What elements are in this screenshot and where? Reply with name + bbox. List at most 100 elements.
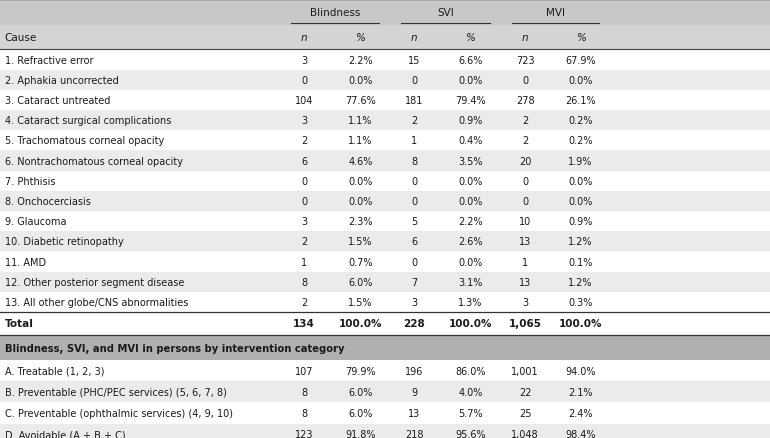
Text: 1. Refractive error: 1. Refractive error [5, 56, 93, 65]
Text: 0.0%: 0.0% [458, 177, 483, 186]
Text: 0.9%: 0.9% [458, 116, 483, 126]
Text: 13: 13 [408, 408, 420, 418]
Text: 0.4%: 0.4% [458, 136, 483, 146]
Text: 0: 0 [301, 76, 307, 85]
Bar [0, 424, 770, 438]
Text: 123: 123 [295, 429, 313, 438]
Text: 0: 0 [522, 76, 528, 85]
Text: %: % [466, 33, 475, 43]
Text: 3: 3 [301, 116, 307, 126]
Text: 107: 107 [295, 366, 313, 376]
Text: 20: 20 [519, 156, 531, 166]
Text: 0: 0 [411, 197, 417, 206]
Bar [0, 111, 770, 131]
Text: 1.9%: 1.9% [568, 156, 593, 166]
Text: 3.5%: 3.5% [458, 156, 483, 166]
Text: n: n [411, 33, 417, 43]
Text: 2. Aphakia uncorrected: 2. Aphakia uncorrected [5, 76, 119, 85]
Text: SVI: SVI [437, 8, 454, 18]
Text: 2: 2 [301, 136, 307, 146]
Text: B. Preventable (PHC/PEC services) (5, 6, 7, 8): B. Preventable (PHC/PEC services) (5, 6,… [5, 387, 226, 397]
Text: 6: 6 [411, 237, 417, 247]
Text: 218: 218 [405, 429, 424, 438]
Text: 0.0%: 0.0% [348, 197, 373, 206]
Text: 13: 13 [519, 277, 531, 287]
Text: 8: 8 [301, 277, 307, 287]
Text: 0.7%: 0.7% [348, 257, 373, 267]
Text: 3: 3 [411, 297, 417, 307]
Text: 1.1%: 1.1% [348, 116, 373, 126]
Text: 0.0%: 0.0% [568, 177, 593, 186]
Text: 25: 25 [519, 408, 531, 418]
Text: 278: 278 [516, 96, 534, 106]
Text: 134: 134 [293, 319, 315, 328]
Text: 6.0%: 6.0% [348, 387, 373, 397]
Bar [0, 335, 770, 360]
Text: 0: 0 [411, 177, 417, 186]
Text: Cause: Cause [5, 33, 37, 43]
Text: 0.0%: 0.0% [568, 76, 593, 85]
Text: 1.2%: 1.2% [568, 237, 593, 247]
Text: 6: 6 [301, 156, 307, 166]
Text: %: % [576, 33, 585, 43]
Text: 13: 13 [519, 237, 531, 247]
Text: 6.0%: 6.0% [348, 408, 373, 418]
Text: 104: 104 [295, 96, 313, 106]
Text: 0: 0 [301, 197, 307, 206]
Text: MVI: MVI [547, 8, 565, 18]
Text: 0: 0 [301, 177, 307, 186]
Text: 4. Cataract surgical complications: 4. Cataract surgical complications [5, 116, 171, 126]
Text: 22: 22 [519, 387, 531, 397]
Text: 79.4%: 79.4% [455, 96, 486, 106]
Text: 2: 2 [411, 116, 417, 126]
Bar [0, 26, 770, 50]
Text: 5. Trachomatous corneal opacity: 5. Trachomatous corneal opacity [5, 136, 164, 146]
Text: 228: 228 [403, 319, 425, 328]
Text: 7. Phthisis: 7. Phthisis [5, 177, 55, 186]
Text: 15: 15 [408, 56, 420, 65]
Text: 3: 3 [522, 297, 528, 307]
Text: 100.0%: 100.0% [339, 319, 382, 328]
Text: 2.4%: 2.4% [568, 408, 593, 418]
Text: 86.0%: 86.0% [455, 366, 486, 376]
Text: 5: 5 [411, 217, 417, 226]
Text: 1.2%: 1.2% [568, 277, 593, 287]
Text: 2.3%: 2.3% [348, 217, 373, 226]
Text: 1: 1 [411, 136, 417, 146]
Bar [0, 131, 770, 151]
Text: Total: Total [5, 319, 34, 328]
Text: 77.6%: 77.6% [345, 96, 376, 106]
Text: 0.2%: 0.2% [568, 116, 593, 126]
Bar [0, 0, 770, 26]
Text: 94.0%: 94.0% [565, 366, 596, 376]
Text: 0.0%: 0.0% [458, 76, 483, 85]
Text: 8: 8 [301, 408, 307, 418]
Text: 1: 1 [301, 257, 307, 267]
Text: A. Treatable (1, 2, 3): A. Treatable (1, 2, 3) [5, 366, 104, 376]
Bar [0, 50, 770, 71]
Text: 13. All other globe/CNS abnormalities: 13. All other globe/CNS abnormalities [5, 297, 188, 307]
Text: D. Avoidable (A + B + C): D. Avoidable (A + B + C) [5, 429, 126, 438]
Text: 1.3%: 1.3% [458, 297, 483, 307]
Text: 67.9%: 67.9% [565, 56, 596, 65]
Text: 0.3%: 0.3% [568, 297, 593, 307]
Text: 1.5%: 1.5% [348, 297, 373, 307]
Text: 181: 181 [405, 96, 424, 106]
Text: 6. Nontrachomatous corneal opacity: 6. Nontrachomatous corneal opacity [5, 156, 182, 166]
Bar [0, 360, 770, 381]
Text: 8: 8 [301, 387, 307, 397]
Text: 7: 7 [411, 277, 417, 287]
Bar [0, 171, 770, 191]
Bar [0, 91, 770, 111]
Text: 6.6%: 6.6% [458, 56, 483, 65]
Text: 2.2%: 2.2% [348, 56, 373, 65]
Text: 95.6%: 95.6% [455, 429, 486, 438]
Text: 1,065: 1,065 [509, 319, 541, 328]
Text: 3. Cataract untreated: 3. Cataract untreated [5, 96, 110, 106]
Text: 0.0%: 0.0% [568, 197, 593, 206]
Text: 10. Diabetic retinopathy: 10. Diabetic retinopathy [5, 237, 123, 247]
Text: 2: 2 [522, 116, 528, 126]
Text: 0: 0 [522, 197, 528, 206]
Text: 1,001: 1,001 [511, 366, 539, 376]
Text: 0: 0 [411, 76, 417, 85]
